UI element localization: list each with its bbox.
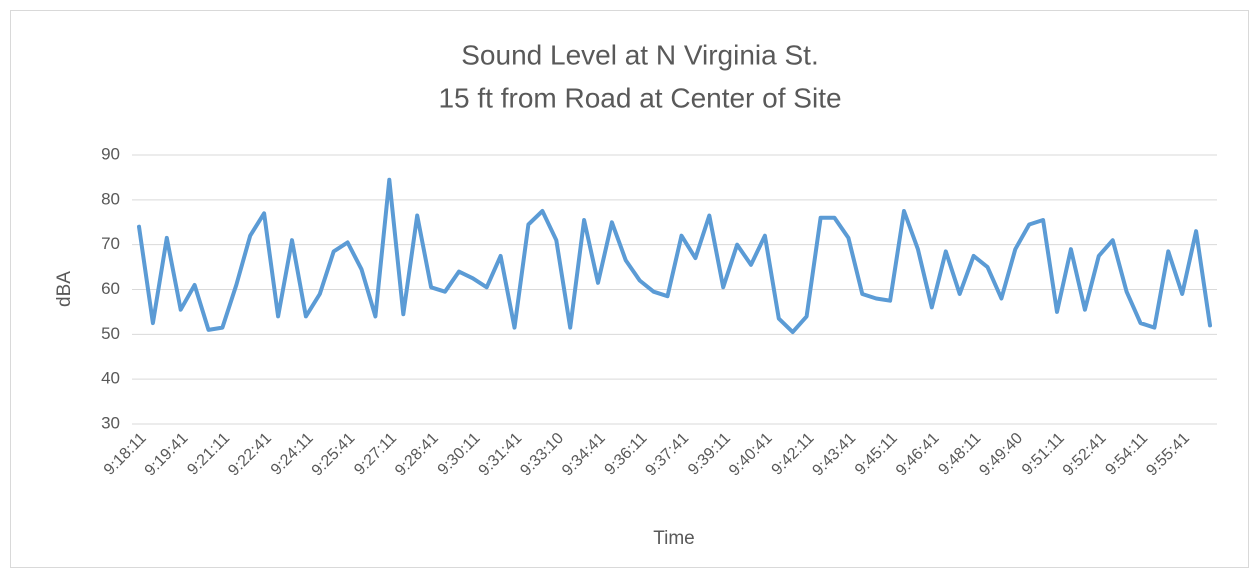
y-tick-label: 30 [101, 413, 120, 432]
y-axis-title: dBA [54, 271, 75, 307]
y-tick-label: 50 [101, 324, 120, 343]
chart-subtitle: 15 ft from Road at Center of Site [438, 82, 841, 113]
chart-title: Sound Level at N Virginia St. [461, 39, 818, 70]
y-tick-label: 90 [101, 144, 120, 163]
x-axis-title: Time [653, 528, 695, 549]
y-tick-label: 70 [101, 234, 120, 253]
y-tick-label: 40 [101, 369, 120, 388]
data-line [137, 177, 1212, 335]
y-tick-label: 80 [101, 189, 120, 208]
y-tick-label: 60 [101, 279, 120, 298]
